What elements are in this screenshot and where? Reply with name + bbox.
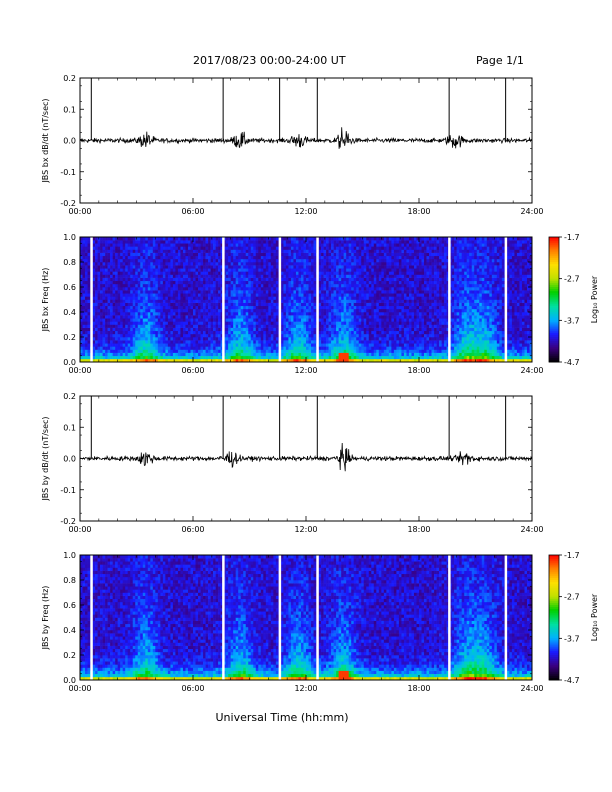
y-axis-label: JBS by Freq (Hz) — [41, 586, 50, 651]
y-tick-label: 0.6 — [63, 283, 76, 292]
data-gap — [278, 555, 282, 680]
x-tick-label: 06:00 — [181, 366, 204, 375]
x-tick-label: 24:00 — [520, 525, 543, 534]
y-tick-label: -0.1 — [60, 486, 76, 495]
colorbar-tick-label: -4.7 — [564, 676, 580, 685]
x-tick-label: 06:00 — [181, 684, 204, 693]
x-tick-label: 24:00 — [520, 366, 543, 375]
y-tick-label: -0.1 — [60, 168, 76, 177]
panel-4: -1.7 -2.7 -3.7 -4.7 Log₁₀ Power 1.0 0.8 0.6 0.4 0… — [41, 551, 599, 693]
x-tick-label: 00:00 — [68, 207, 91, 216]
x-tick-label: 18:00 — [407, 684, 430, 693]
colorbar-tick-label: -2.7 — [564, 593, 580, 602]
colorbar-tick-label: -1.7 — [564, 551, 580, 560]
colorbar-tick-label: -3.7 — [564, 634, 580, 643]
spectrogram — [80, 237, 533, 363]
x-tick-label: 12:00 — [294, 366, 317, 375]
colorbar-tick-label: -3.7 — [564, 316, 580, 325]
x-tick-label: 18:00 — [407, 366, 430, 375]
colorbar-frame — [548, 554, 560, 681]
x-tick-label: 12:00 — [294, 525, 317, 534]
y-tick-label: 0.4 — [63, 308, 76, 317]
x-tick-label: 12:00 — [294, 207, 317, 216]
data-gap — [504, 237, 508, 362]
x-tick-label: 00:00 — [68, 684, 91, 693]
y-axis-label: JBS by dB/dt (nT/sec) — [41, 416, 50, 501]
data-gap — [316, 237, 319, 362]
y-tick-label: 0.1 — [63, 105, 76, 114]
data-gap — [90, 237, 93, 362]
y-tick-label: 0.8 — [63, 576, 76, 585]
y-tick-label: -0.2 — [60, 517, 76, 526]
y-tick-label: 1.0 — [63, 233, 76, 242]
y-tick-label: 0.0 — [63, 676, 76, 685]
y-tick-label: 0.6 — [63, 601, 76, 610]
y-axis-label: JBS bx dB/dt (nT/sec) — [41, 98, 50, 183]
colorbar-tick-label: -2.7 — [564, 275, 580, 284]
waveform-line — [79, 127, 533, 149]
data-gap — [448, 237, 451, 362]
y-tick-label: 1.0 — [63, 551, 76, 560]
y-tick-label: 0.2 — [63, 392, 76, 401]
y-tick-label: 0.2 — [63, 333, 76, 342]
x-tick-label: 18:00 — [407, 207, 430, 216]
data-gap — [448, 555, 451, 680]
y-tick-label: 0.8 — [63, 258, 76, 267]
colorbar-label: Log₁₀ Power — [590, 275, 599, 323]
y-tick-label: 0.0 — [63, 137, 76, 146]
panel-3: 0.2 0.1 0.0 -0.1 -0.2 JBS by dB/dt (nT/sec) 00… — [41, 392, 544, 534]
x-axis-title: Universal Time (hh:mm) — [216, 711, 349, 724]
page-title: 2017/08/23 00:00-24:00 UT — [193, 54, 346, 67]
colorbar-frame — [548, 236, 560, 363]
colorbar-label: Log₁₀ Power — [590, 593, 599, 641]
x-tick-label: 18:00 — [407, 525, 430, 534]
x-tick-label: 24:00 — [520, 207, 543, 216]
spectrogram — [80, 555, 533, 681]
x-tick-label: 12:00 — [294, 684, 317, 693]
y-axis-label: JBS bx Freq (Hz) — [41, 268, 50, 333]
y-tick-label: 0.1 — [63, 423, 76, 432]
data-gap — [222, 555, 225, 680]
waveform-line — [79, 442, 533, 472]
y-tick-label: 0.0 — [63, 455, 76, 464]
x-tick-label: 06:00 — [181, 525, 204, 534]
panel-2: -1.7 -2.7 -3.7 -4.7 Log₁₀ Power 1.0 0.8 0.6 0.4 0… — [41, 233, 599, 375]
x-tick-label: 00:00 — [68, 366, 91, 375]
colorbar-tick-label: -1.7 — [564, 233, 580, 242]
x-tick-label: 00:00 — [68, 525, 91, 534]
colorbar-tick-label: -4.7 — [564, 358, 580, 367]
y-tick-label: 0.4 — [63, 626, 76, 635]
colorbar: -1.7 -2.7 -3.7 -4.7 Log₁₀ Power — [548, 551, 599, 685]
y-tick-label: 0.2 — [63, 651, 76, 660]
x-tick-label: 06:00 — [181, 207, 204, 216]
data-gap — [316, 555, 319, 680]
data-gap — [278, 237, 282, 362]
colorbar: -1.7 -2.7 -3.7 -4.7 Log₁₀ Power — [548, 233, 599, 367]
data-gap — [504, 555, 508, 680]
y-tick-label: 0.0 — [63, 358, 76, 367]
page-number: Page 1/1 — [476, 54, 524, 67]
data-gap — [90, 555, 93, 680]
y-tick-label: 0.2 — [63, 74, 76, 83]
data-gap — [222, 237, 225, 362]
panel-1: 0.2 0.1 0.0 -0.1 -0.2 JBS bx dB/dt (nT/sec) 00… — [41, 74, 544, 216]
y-tick-label: -0.2 — [60, 199, 76, 208]
x-tick-label: 24:00 — [520, 684, 543, 693]
